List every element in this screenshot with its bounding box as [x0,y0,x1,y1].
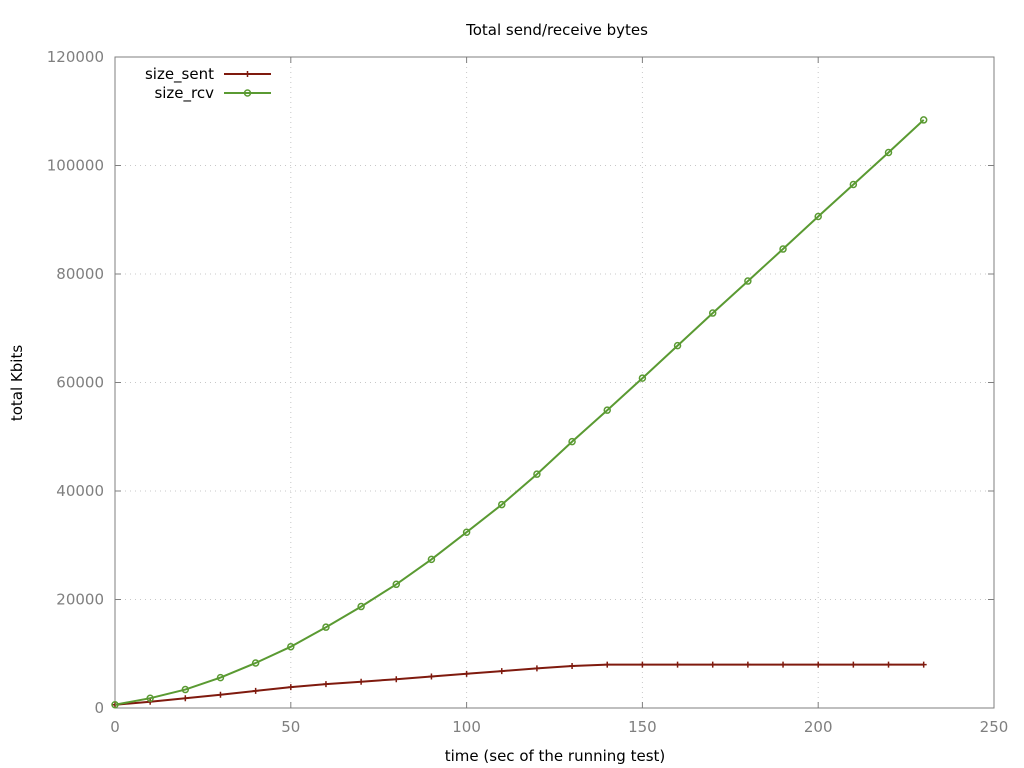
y-tick-label: 60000 [56,374,104,392]
data-point [322,623,330,631]
data-point [884,148,893,157]
series-line [114,119,925,706]
data-point [181,685,190,694]
data-point [252,687,259,694]
y-tick-label: 20000 [56,591,104,609]
grid [115,57,994,708]
data-point [603,406,611,414]
data-point [885,661,892,668]
data-point [498,500,506,509]
x-tick-label: 200 [804,718,833,736]
data-point [919,116,928,124]
data-point [322,681,329,688]
data-point [498,668,505,675]
data-point [287,684,294,691]
legend-item: size_sent [145,65,271,84]
y-tick-label: 0 [94,699,104,717]
data-point [243,89,252,97]
y-tick-label: 100000 [47,157,104,175]
x-tick-label: 100 [452,718,481,736]
legend-label: size_rcv [154,84,214,103]
data-point [182,695,189,702]
data-point [146,694,154,702]
chart-title: Total send/receive bytes [465,21,648,39]
data-point [639,661,646,668]
data-point [674,661,681,668]
data-point [815,661,822,668]
legend-item: size_rcv [154,84,271,103]
series-size_sent [112,661,927,708]
data-point [533,665,540,672]
series-line [114,663,924,706]
x-tick-label: 0 [110,718,120,736]
data-point [604,661,611,668]
data-point [244,71,251,77]
data-point [428,673,435,680]
plot-border [114,56,995,709]
data-point [638,374,647,382]
data-point [533,470,541,478]
data-point [358,678,365,685]
data-point [393,676,400,683]
data-point [780,661,787,668]
y-axis-label: total Kbits [8,345,26,421]
data-point [251,659,260,667]
data-point [287,642,295,651]
data-point [744,277,752,285]
x-tick-label: 50 [281,718,300,736]
data-point [850,661,857,668]
legend-label: size_sent [145,65,214,84]
data-point [673,341,682,350]
data-point [779,245,787,253]
x-tick-label: 150 [628,718,657,736]
data-point [814,212,822,221]
data-point [709,661,716,668]
data-point [708,309,717,317]
x-axis-label: time (sec of the running test) [445,747,666,765]
y-tick-label: 120000 [47,48,104,66]
y-tick-label: 40000 [56,482,104,500]
data-point [392,580,401,589]
data-point [463,670,470,677]
data-point [357,602,365,611]
data-point [569,662,576,669]
data-point [849,180,858,189]
data-point [216,673,225,682]
data-point [427,555,436,564]
data-point [744,661,751,668]
data-point [462,528,471,536]
y-tick-label: 80000 [56,265,104,283]
data-point [111,700,119,709]
x-tick-label: 250 [980,718,1009,736]
series-size_rcv [111,116,928,709]
series-group [111,116,928,709]
axis-ticks: 0 50 100 150 200 250 0 20000 40000 60000 80000 1000… [47,48,1009,736]
data-point [217,691,224,698]
data-point [568,437,576,446]
data-point [920,661,927,668]
